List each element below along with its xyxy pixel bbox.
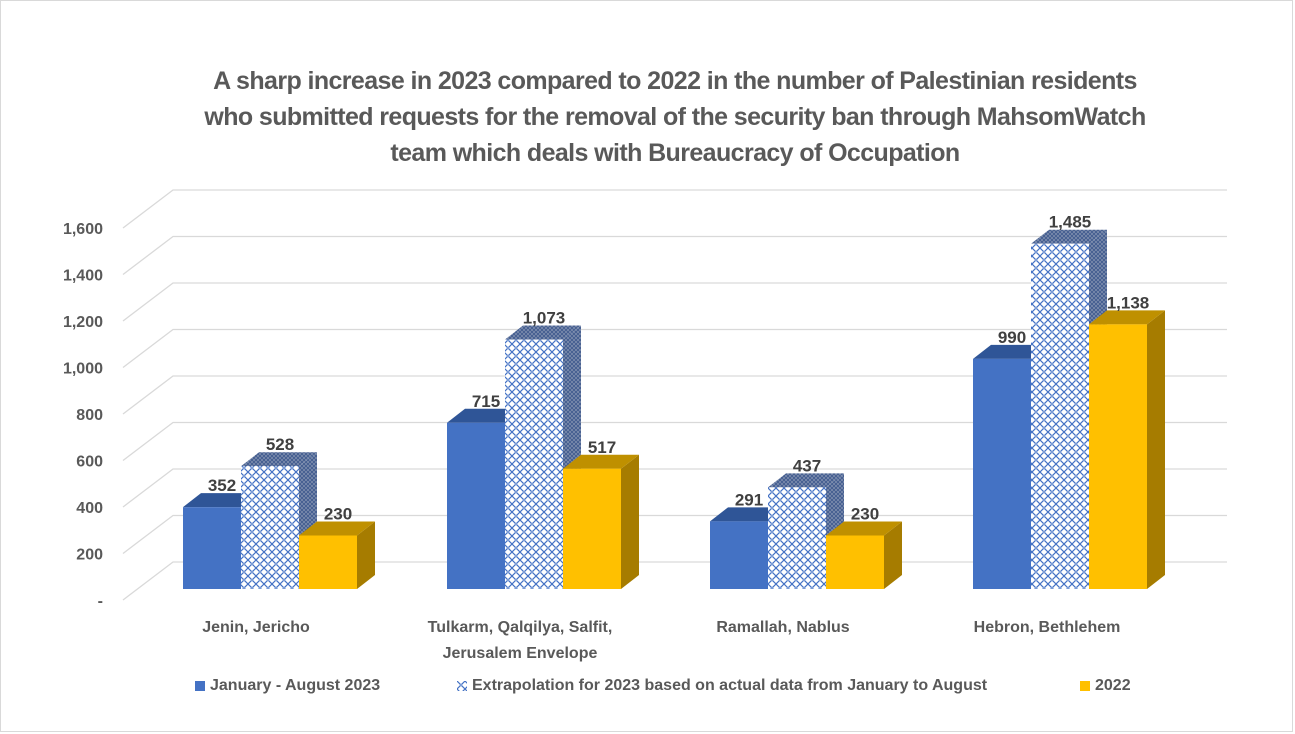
bar-front-overlay <box>1031 243 1089 590</box>
y-tick-label: 600 <box>76 454 103 471</box>
legend-swatch-gold-icon <box>1080 681 1090 691</box>
chart-title-line-1: A sharp increase in 2023 compared to 202… <box>213 67 1137 95</box>
legend-label: January - August 2023 <box>210 677 381 694</box>
bar-front-overlay <box>768 487 826 589</box>
data-labels: 352 528 230 715 1,073 517 291 437 230 990 1,485 1,1… <box>208 213 1149 524</box>
legend-swatch-solid-blue-icon <box>195 681 205 691</box>
category-label-line: Tulkarm, Qalqilya, Salfit, <box>427 619 613 636</box>
bar-side <box>357 521 375 589</box>
bar-side <box>621 454 639 589</box>
y-tick-label: - <box>98 593 103 610</box>
bar-top <box>768 473 844 488</box>
y-tick-label: 400 <box>76 500 103 517</box>
bar-front-overlay <box>563 468 621 589</box>
data-label: 1,073 <box>523 309 566 328</box>
legend-item-jan-aug-2023: January - August 2023 <box>195 677 380 695</box>
data-label: 1,138 <box>1107 293 1150 312</box>
data-label: 230 <box>851 505 879 524</box>
data-label: 230 <box>324 505 352 524</box>
bar-top <box>299 521 375 536</box>
legend-label: Extrapolation for 2023 based on actual d… <box>472 677 988 694</box>
bar-top <box>505 325 581 340</box>
legend-swatch-lattice-icon <box>457 681 467 691</box>
bar-top <box>241 452 317 467</box>
category-label-line: Hebron, Bethlehem <box>973 619 1121 636</box>
bar-top <box>563 454 639 469</box>
chart-title: A sharp increase in 2023 compared to 202… <box>150 63 1200 171</box>
category-label: Ramallah, Nablus <box>673 615 893 641</box>
y-tick-label: 200 <box>76 547 103 564</box>
bar-front-overlay <box>241 466 299 589</box>
bar-front-overlay <box>826 535 884 589</box>
data-label: 715 <box>472 392 500 411</box>
category-label: Hebron, Bethlehem <box>937 615 1157 641</box>
gridline <box>122 421 1227 462</box>
bar-top <box>973 344 1049 359</box>
y-tick-label: 800 <box>76 407 103 424</box>
category-label-line: Jenin, Jericho <box>202 619 310 636</box>
bar-side <box>1147 310 1165 589</box>
gridline <box>122 468 1227 508</box>
gridline <box>122 189 1227 229</box>
legend-label: 2022 <box>1095 677 1131 694</box>
data-label: 517 <box>588 438 616 457</box>
y-tick-label: 1,000 <box>63 361 103 378</box>
category-label: Tulkarm, Qalqilya, Salfit, Jerusalem Enve… <box>410 615 630 667</box>
data-label: 990 <box>998 328 1026 347</box>
gridline <box>122 282 1227 322</box>
legend-item-2022: 2022 <box>1080 677 1131 695</box>
bar-top <box>1031 229 1107 244</box>
category-label: Jenin, Jericho <box>146 615 366 641</box>
bar-side <box>884 521 902 589</box>
data-label: 437 <box>793 456 821 475</box>
y-tick-label: 1,600 <box>63 221 103 238</box>
category-label-line: Jerusalem Envelope <box>442 645 598 662</box>
chart-title-line-2: who submitted requests for the removal o… <box>204 103 1146 131</box>
bar-front <box>183 507 241 589</box>
bar-front-overlay <box>505 339 563 589</box>
y-tick-label: 1,200 <box>63 314 103 331</box>
data-label: 528 <box>266 435 294 454</box>
bar-front <box>973 358 1031 589</box>
category-label-line: Ramallah, Nablus <box>716 619 850 636</box>
bar-top <box>447 408 523 423</box>
bar-front <box>447 422 505 589</box>
bar-front <box>710 521 768 589</box>
bar-front-overlay <box>1089 324 1147 589</box>
data-label: 352 <box>208 476 236 495</box>
gridline <box>122 328 1227 369</box>
bar-top <box>183 493 259 508</box>
y-tick-label: 1,400 <box>63 268 103 285</box>
bars <box>183 229 1165 590</box>
gridline <box>122 375 1227 415</box>
chart-title-line-3: team which deals with Bureaucracy of Occ… <box>390 139 960 167</box>
bar-top <box>826 521 902 536</box>
data-label: 1,485 <box>1049 213 1092 232</box>
legend-item-extrapolation: Extrapolation for 2023 based on actual d… <box>457 677 987 695</box>
bar-top <box>1089 310 1165 325</box>
bar-front-overlay <box>299 535 357 589</box>
gridline <box>122 235 1227 276</box>
data-label: 291 <box>735 490 763 509</box>
gridline <box>122 514 1227 555</box>
y-axis-ticks: - 200 400 600 800 1,000 1,200 1,400 1,600 <box>63 221 103 610</box>
bar-top <box>710 507 786 522</box>
